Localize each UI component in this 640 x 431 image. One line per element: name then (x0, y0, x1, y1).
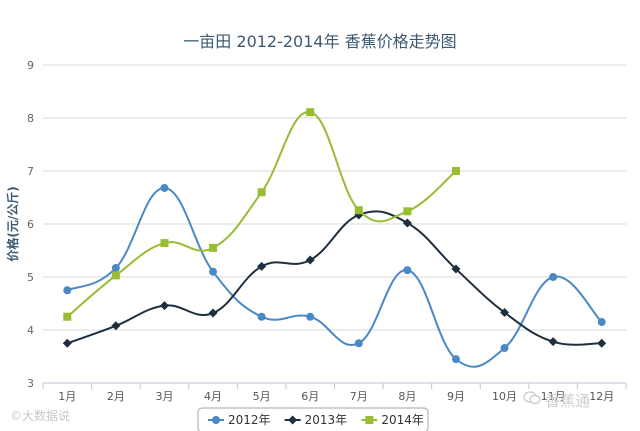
legend-box (197, 407, 429, 431)
data-point-2013年-2月 (111, 321, 121, 331)
x-tick-label-12: 12月 (589, 390, 614, 403)
x-tick-label-11: 11月 (541, 390, 566, 403)
data-point-2013年-8月 (402, 218, 412, 228)
data-point-2012年-3月 (160, 183, 169, 192)
axes: 3 4 5 6 7 8 9 1月 2月 3月 4月 5月 6月 7月 8月 9月 10月 11月 12月 (27, 59, 627, 403)
series-line-2013年 (66, 210, 602, 346)
x-tick-label-7: 7月 (350, 390, 368, 403)
data-point-2014年-2月 (111, 271, 120, 280)
data-point-2012年-1月 (63, 286, 72, 295)
legend-marker-2013年 (288, 415, 298, 425)
legend-marker-2014年 (365, 416, 374, 424)
y-tick-label-9: 9 (27, 59, 34, 72)
legend-label-2014年: 2014年 (381, 413, 424, 427)
data-point-2013年-1月 (62, 338, 72, 348)
data-point-2014年-6月 (306, 108, 315, 117)
data-point-2014年-9月 (451, 167, 460, 175)
y-tick-label-4: 4 (27, 324, 34, 337)
y-tick-label-5: 5 (27, 271, 34, 284)
legend-label-2012年: 2012年 (228, 413, 271, 427)
data-point-2012年-2月 (111, 263, 120, 272)
data-point-2013年-9月 (451, 264, 461, 274)
data-point-2014年-3月 (160, 239, 169, 248)
series-2014年 (63, 108, 460, 321)
y-tick-label-6: 6 (27, 218, 34, 231)
x-tick-label-8: 8月 (398, 390, 416, 403)
data-point-2013年-11月 (548, 337, 558, 347)
x-tick-label-5: 5月 (253, 390, 271, 403)
data-point-2013年-5月 (257, 261, 267, 271)
legend[interactable]: 2012年 2013年 2014年 (197, 407, 429, 431)
y-tick-label-7: 7 (27, 165, 34, 178)
data-point-2013年-4月 (208, 308, 218, 318)
wechat-logo-icon (523, 391, 541, 405)
x-tick-label-2: 2月 (107, 390, 125, 403)
data-point-2012年-8月 (403, 266, 412, 275)
y-tick-label-3: 3 (27, 377, 34, 390)
data-point-2012年-10月 (500, 344, 509, 353)
watermark-right: 香蕉通 (545, 392, 591, 410)
series-line-2014年 (66, 111, 457, 318)
data-point-2012年-7月 (354, 339, 363, 348)
data-point-2012年-6月 (306, 312, 315, 321)
x-tick-label-3: 3月 (155, 390, 173, 403)
data-point-2012年-12月 (597, 318, 606, 327)
legend-label-2013年: 2013年 (305, 413, 348, 427)
data-point-2014年-8月 (403, 207, 412, 216)
data-point-2012年-5月 (257, 312, 266, 321)
data-point-2014年-4月 (209, 243, 218, 252)
x-tick-label-10: 10月 (492, 390, 517, 403)
data-point-2014年-5月 (257, 188, 266, 197)
data-point-2013年-6月 (305, 255, 315, 265)
data-point-2012年-4月 (209, 267, 218, 276)
x-tick-label-4: 4月 (204, 390, 222, 403)
x-tick-label-1: 1月 (58, 390, 76, 403)
series-2012年 (63, 183, 606, 368)
data-point-2013年-10月 (500, 308, 510, 318)
data-point-2012年-11月 (549, 273, 558, 281)
chart-title: 一亩田 2012-2014年 香蕉价格走势图 (183, 32, 456, 51)
watermark-left: ©大数据说 (10, 409, 71, 423)
data-point-2014年-7月 (354, 206, 363, 215)
series-lines (62, 108, 607, 368)
data-point-2012年-9月 (451, 355, 460, 364)
x-tick-label-6: 6月 (301, 390, 319, 403)
x-tick-label-9: 9月 (447, 390, 465, 403)
data-point-2014年-1月 (63, 312, 72, 321)
series-2013年 (62, 210, 607, 348)
data-point-2013年-12月 (597, 338, 607, 348)
data-point-2013年-3月 (159, 301, 169, 311)
legend-marker-2012年 (212, 416, 220, 424)
y-tick-label-8: 8 (27, 112, 34, 125)
y-axis-label: 价格(元/公斤) (5, 186, 20, 261)
